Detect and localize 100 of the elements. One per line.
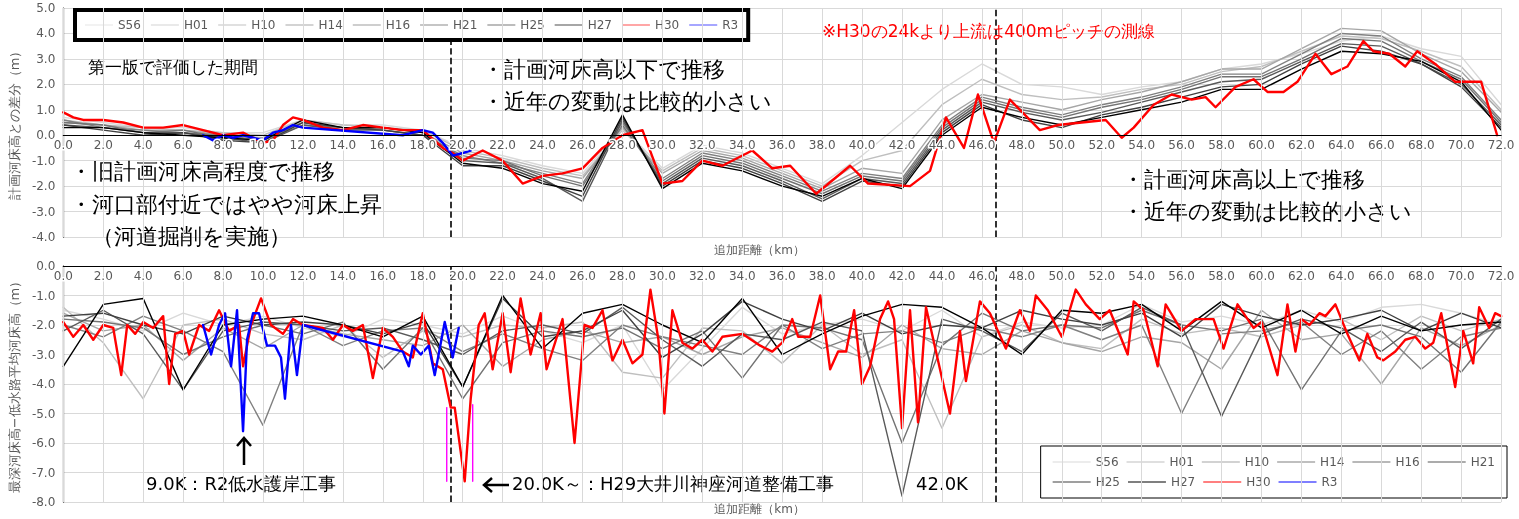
x-tick-label: 24.0 (529, 269, 556, 283)
y-tick-label: 1.0 (36, 102, 56, 117)
legend-label: H01 (183, 18, 209, 32)
x-tick-label: 60.0 (1248, 138, 1275, 153)
y-tick-label: -5.0 (31, 406, 56, 421)
x-tick-label: 28.0 (609, 269, 636, 283)
x-tick-label: 68.0 (1407, 138, 1435, 153)
x-tick-label: 40.0 (848, 138, 876, 153)
x-tick-label: 24.0 (529, 138, 556, 153)
y-tick-label: -2.0 (31, 318, 56, 332)
legend-label: S56 (118, 18, 141, 32)
x-tick-label: 8.0 (213, 269, 233, 283)
x-tick-label: 50.0 (1048, 269, 1076, 283)
x-tick-label: 70.0 (1447, 269, 1475, 283)
x-tick-label: 0.0 (53, 138, 73, 153)
legend-label: H14 (318, 18, 343, 32)
legend-label: H21 (1470, 455, 1495, 469)
annotation: 42.0K (916, 472, 970, 494)
legend-label: H10 (1244, 455, 1270, 469)
x-tick-label: 26.0 (569, 138, 596, 153)
y-axis-title: 計画河床高との差分（m） (7, 44, 22, 201)
legend-label: H25 (1095, 475, 1120, 489)
x-tick-label: 22.0 (489, 269, 517, 283)
annotation: 第一版で評価した期間 (88, 56, 258, 77)
x-tick-label: 38.0 (808, 138, 836, 153)
legend-label: H27 (587, 18, 612, 32)
x-tick-label: 12.0 (289, 138, 317, 153)
x-tick-label: 72.0 (1487, 138, 1515, 153)
x-tick-label: 34.0 (728, 138, 756, 153)
x-tick-label: 56.0 (1168, 138, 1195, 153)
x-tick-label: 16.0 (369, 138, 397, 153)
legend-label: H21 (453, 18, 478, 32)
x-tick-label: 50.0 (1048, 138, 1076, 153)
x-tick-label: 58.0 (1208, 138, 1235, 153)
x-tick-label: 16.0 (369, 269, 397, 283)
x-tick-label: 22.0 (489, 138, 517, 153)
y-tick-label: -4.0 (31, 377, 56, 391)
x-tick-label: 34.0 (728, 269, 756, 283)
x-tick-label: 60.0 (1248, 269, 1275, 283)
x-tick-label: 72.0 (1487, 269, 1515, 283)
x-axis-title: 追加距離（km） (714, 243, 805, 257)
x-tick-label: 32.0 (688, 269, 716, 283)
x-tick-label: 2.0 (93, 269, 113, 283)
x-tick-label: 20.0 (449, 138, 477, 153)
x-tick-label: 58.0 (1208, 269, 1235, 283)
y-tick-label: -6.0 (31, 436, 56, 450)
y-tick-label: -3.0 (31, 347, 56, 362)
x-tick-label: 30.0 (649, 138, 676, 153)
x-tick-label: 54.0 (1128, 269, 1156, 283)
x-tick-label: 62.0 (1288, 138, 1315, 153)
y-tick-label: 0.0 (36, 128, 56, 143)
x-tick-label: 18.0 (409, 269, 437, 283)
y-tick-label: 0.0 (36, 259, 56, 273)
legend-label: R3 (1321, 475, 1338, 489)
legend-label: H10 (251, 18, 276, 32)
x-tick-label: 4.0 (133, 269, 153, 283)
x-tick-label: 0.0 (53, 269, 73, 283)
x-tick-label: 6.0 (173, 138, 193, 153)
x-tick-label: 20.0 (449, 269, 477, 283)
y-axis-title: 最深河床高−低水路平均河床高（m） (7, 274, 22, 494)
x-tick-label: 28.0 (609, 138, 636, 153)
x-tick-label: 32.0 (688, 138, 716, 153)
x-tick-label: 66.0 (1367, 269, 1395, 283)
x-tick-label: 8.0 (213, 138, 233, 153)
x-tick-label: 4.0 (133, 138, 153, 153)
x-tick-label: 68.0 (1407, 269, 1435, 283)
x-tick-label: 66.0 (1367, 138, 1395, 153)
y-tick-label: -7.0 (31, 465, 56, 480)
x-tick-label: 42.0 (888, 138, 916, 153)
x-tick-label: 6.0 (173, 269, 193, 283)
x-tick-label: 30.0 (649, 269, 676, 283)
x-tick-label: 10.0 (249, 269, 277, 283)
x-tick-label: 52.0 (1088, 269, 1116, 283)
x-tick-label: 48.0 (1008, 138, 1036, 153)
x-tick-label: 2.0 (93, 138, 113, 153)
x-tick-label: 48.0 (1008, 269, 1036, 283)
y-tick-label: -4.0 (31, 230, 56, 244)
x-tick-label: 46.0 (968, 138, 996, 153)
x-tick-label: 64.0 (1328, 269, 1355, 283)
y-tick-label: -1.0 (31, 153, 56, 168)
y-tick-label: -8.0 (31, 495, 56, 509)
legend-label: R3 (722, 18, 739, 32)
x-axis-title: 追加距離（km） (714, 502, 805, 516)
y-tick-label: -3.0 (31, 204, 56, 219)
legend-label: H01 (1169, 455, 1194, 469)
legend-label: H16 (1395, 455, 1420, 469)
annotation: （河道掘削を実施） (92, 223, 291, 249)
x-tick-label: 56.0 (1168, 269, 1195, 283)
x-tick-label: 52.0 (1088, 138, 1116, 153)
x-tick-label: 36.0 (768, 269, 796, 283)
x-tick-label: 42.0 (888, 269, 916, 283)
y-tick-label: 5.0 (36, 1, 56, 15)
x-tick-label: 44.0 (928, 269, 956, 283)
y-tick-label: 3.0 (36, 51, 56, 66)
x-tick-label: 14.0 (329, 269, 357, 283)
y-tick-label: -2.0 (31, 179, 56, 194)
y-tick-label: 2.0 (36, 77, 56, 92)
x-tick-label: 40.0 (848, 269, 876, 283)
x-tick-label: 62.0 (1288, 269, 1315, 283)
x-tick-label: 12.0 (289, 269, 317, 283)
